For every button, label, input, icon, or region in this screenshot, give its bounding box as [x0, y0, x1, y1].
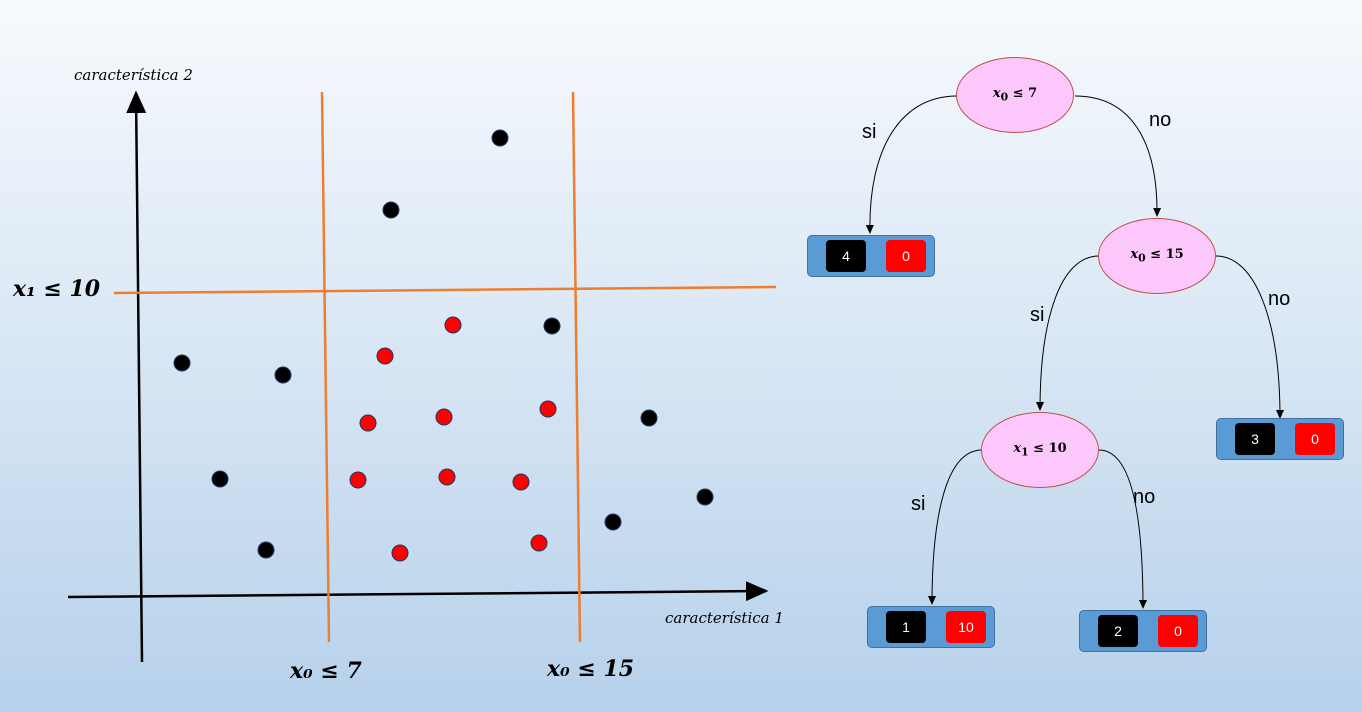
red-data-point	[512, 473, 530, 491]
black-data-point	[543, 317, 561, 335]
red-data-point	[359, 414, 377, 432]
edge-node3-yes	[928, 449, 983, 605]
node-sub: 0	[1138, 251, 1146, 265]
edge-label-node3-yes: si	[911, 493, 926, 515]
red-data-point	[444, 316, 462, 334]
tree-node-2: x0 ≤ 15	[1098, 218, 1216, 294]
data-points	[173, 129, 714, 562]
edge-node2-yes	[1036, 255, 1100, 411]
node-op: ≤	[1150, 247, 1162, 263]
red-data-point	[530, 534, 548, 552]
leaf-red-count: 0	[1158, 615, 1198, 647]
split-line-x0-15	[571, 91, 582, 643]
split-line-x0-7	[320, 91, 331, 643]
edge-label-node2-no: no	[1268, 288, 1291, 310]
edge-label-node3-no: no	[1133, 486, 1156, 508]
node-var: x	[992, 86, 1001, 102]
split-label-horizontal: x₁ ≤ 10	[13, 276, 101, 302]
leaf-black-count: 3	[1235, 423, 1275, 455]
edge-node3-no	[1098, 449, 1147, 609]
node-val: 15	[1165, 247, 1184, 263]
node-var: x	[1130, 247, 1139, 263]
black-data-point	[211, 470, 229, 488]
leaf-red-count: 0	[886, 240, 926, 272]
node-op: ≤	[1012, 86, 1024, 102]
edge-node2-no	[1215, 255, 1284, 419]
edge-label-root-yes: si	[862, 121, 877, 143]
leaf-3: 1 10	[867, 606, 995, 648]
split-line-x1-10	[113, 285, 777, 295]
edge-root-yes	[865, 95, 958, 234]
red-data-point	[349, 471, 367, 489]
leaf-red-count: 10	[946, 611, 986, 643]
leaf-black-count: 1	[886, 611, 926, 643]
y-axis-label: característica 2	[74, 66, 193, 84]
black-data-point	[491, 129, 509, 147]
red-data-point	[435, 408, 453, 426]
node-sub: 1	[1021, 445, 1029, 459]
leaf-red-count: 0	[1295, 423, 1335, 455]
split-label-vertical-right: x₀ ≤ 15	[547, 656, 635, 682]
black-data-point	[640, 409, 658, 427]
black-data-point	[173, 354, 191, 372]
red-data-point	[539, 400, 557, 418]
node-op: ≤	[1033, 441, 1045, 457]
leaf-2: 3 0	[1216, 418, 1344, 460]
edge-root-no	[1074, 95, 1162, 217]
split-label-vertical-left: x₀ ≤ 7	[290, 658, 362, 684]
leaf-4: 2 0	[1079, 610, 1207, 652]
leaf-1: 4 0	[807, 235, 935, 277]
node-val: 7	[1028, 86, 1038, 102]
node-var: x	[1013, 441, 1022, 457]
edge-label-node2-yes: si	[1030, 304, 1045, 326]
black-data-point	[696, 488, 714, 506]
edge-label-root-no: no	[1149, 109, 1172, 131]
red-data-point	[391, 544, 409, 562]
y-axis	[126, 90, 147, 663]
black-data-point	[604, 513, 622, 531]
red-data-point	[376, 347, 394, 365]
black-data-point	[382, 201, 400, 219]
leaf-black-count: 2	[1098, 615, 1138, 647]
black-data-point	[257, 541, 275, 559]
x-axis	[67, 581, 769, 602]
tree-node-root: x0 ≤ 7	[956, 57, 1074, 133]
red-data-point	[438, 468, 456, 486]
x-axis-label: característica 1	[665, 609, 784, 627]
leaf-black-count: 4	[826, 240, 866, 272]
scatter-plot	[67, 90, 777, 663]
node-sub: 0	[1000, 90, 1009, 104]
node-val: 10	[1048, 441, 1067, 457]
tree-node-3: x1 ≤ 10	[981, 412, 1099, 488]
black-data-point	[274, 366, 292, 384]
